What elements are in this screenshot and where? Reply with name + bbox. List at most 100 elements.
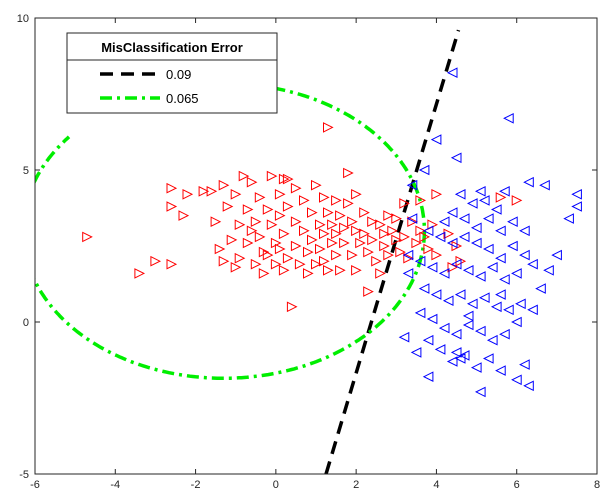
blue-point-58: [527, 304, 538, 316]
blue-point-44: [551, 249, 562, 261]
blue-point-47: [571, 188, 582, 200]
red-point-62: [319, 255, 330, 267]
red-point-17: [230, 261, 242, 273]
blue-point-52: [454, 289, 466, 300]
blue-point-64: [474, 325, 486, 337]
blue-point-13: [490, 204, 502, 215]
blue-point-2: [430, 134, 442, 145]
red-point-73: [339, 237, 350, 249]
red-point-58: [315, 219, 326, 231]
red-point-76: [347, 249, 358, 261]
blue-point-19: [495, 225, 506, 237]
red-point-82: [359, 228, 370, 240]
red-point-14: [222, 201, 234, 212]
blue-point-83: [495, 289, 506, 300]
blue-point-15: [438, 216, 450, 228]
blue-point-59: [414, 307, 426, 319]
blue-point-18: [482, 213, 494, 224]
red-point-21: [242, 204, 254, 215]
red-point-2: [150, 255, 162, 267]
red-point-39: [274, 243, 286, 255]
red-point-93: [383, 249, 394, 261]
blue-point-78: [474, 386, 486, 398]
red-point-3: [166, 182, 178, 194]
blue-point-27: [470, 237, 482, 249]
red-point-49: [294, 258, 306, 270]
blue-point-7: [539, 179, 550, 191]
red-point-31: [262, 204, 274, 215]
blue-point-20: [507, 216, 518, 228]
blue-point-51: [442, 295, 454, 307]
blue-point-23: [422, 225, 434, 237]
red-point-85: [367, 216, 378, 228]
red-point-52: [303, 246, 314, 258]
blue-point-50: [430, 289, 442, 300]
y-tick-label: 5: [23, 165, 29, 177]
red-point-43: [282, 201, 294, 212]
red-point-72: [339, 222, 350, 234]
blue-point-57: [515, 298, 526, 310]
x-tick-label: 2: [353, 479, 359, 491]
blue-point-17: [470, 222, 482, 234]
red-point-47: [290, 216, 302, 228]
blue-point-55: [490, 301, 502, 313]
blue-point-28: [482, 243, 494, 255]
blue-point-12: [478, 195, 490, 206]
red-point-5: [166, 258, 178, 270]
blue-point-63: [462, 319, 474, 331]
red-point-7: [182, 188, 194, 200]
red-point-89: [375, 268, 386, 279]
red-point-100: [403, 252, 414, 264]
red-point-33: [266, 170, 278, 182]
red-point-0: [82, 231, 93, 243]
blue-point-79: [450, 347, 462, 358]
red-point-54: [307, 207, 318, 218]
plot-box: [34, 17, 598, 475]
red-point-68: [331, 228, 342, 240]
red-point-46: [290, 182, 302, 194]
blue-point-65: [486, 334, 498, 346]
blue-point-41: [511, 268, 522, 279]
red-point-66: [327, 237, 338, 249]
blue-point-37: [462, 264, 474, 276]
red-point-25: [250, 216, 262, 228]
red-point-104: [419, 231, 431, 243]
red-point-101: [407, 216, 418, 228]
blue-point-67: [410, 347, 422, 358]
blue-point-74: [495, 365, 506, 376]
x-tick-label: 6: [514, 479, 520, 491]
boundary-0.09: [324, 29, 461, 474]
blue-point-6: [523, 176, 534, 188]
red-point-10: [210, 216, 222, 228]
x-tick-label: -2: [191, 479, 201, 491]
red-point-78: [351, 225, 362, 237]
blue-point-46: [571, 201, 582, 212]
red-point-61: [319, 228, 330, 240]
red-point-74: [343, 198, 354, 209]
red-point-75: [347, 216, 358, 228]
blue-point-1: [503, 112, 514, 124]
blue-point-10: [454, 188, 466, 200]
blue-point-42: [527, 258, 538, 270]
red-point-71: [335, 264, 346, 276]
blue-point-11: [466, 198, 478, 209]
blue-point-62: [450, 328, 462, 340]
red-point-23: [246, 176, 258, 188]
red-point-12: [218, 255, 230, 267]
red-point-27: [254, 192, 266, 203]
red-point-56: [311, 179, 322, 191]
y-tick-label: 10: [17, 13, 29, 25]
red-point-97: [395, 246, 406, 258]
red-point-50: [299, 195, 310, 206]
blue-point-73: [482, 353, 494, 364]
red-point-94: [387, 225, 398, 237]
blue-point-34: [426, 261, 438, 273]
blue-point-38: [474, 271, 486, 282]
blue-point-22: [406, 213, 418, 224]
blue-point-80: [454, 353, 466, 364]
blue-point-33: [414, 255, 426, 267]
blue-point-26: [458, 231, 470, 243]
red-point-16: [230, 188, 242, 200]
red-point-96: [391, 213, 402, 224]
red-point-1: [134, 268, 146, 279]
